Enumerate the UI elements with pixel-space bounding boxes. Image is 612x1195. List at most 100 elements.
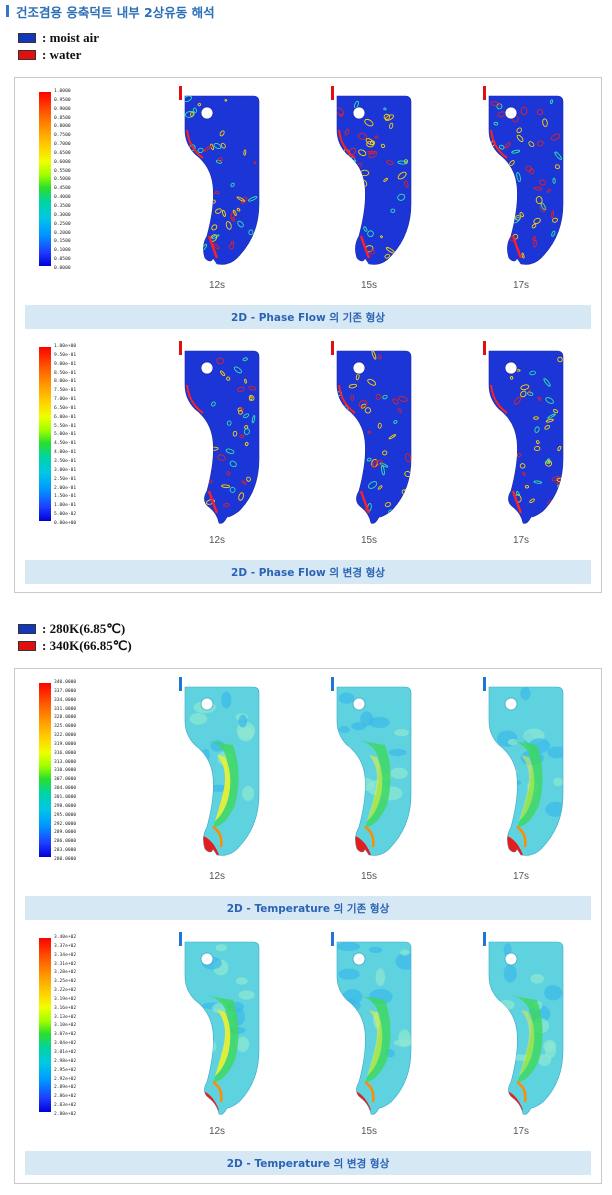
droplet	[519, 463, 526, 469]
color-scale-tick: 0.4500	[54, 186, 71, 192]
color-scale-tick: 298.0000	[54, 803, 77, 809]
color-scale-tick: 3.22e+02	[54, 988, 77, 994]
droplet	[533, 217, 541, 224]
droplet	[216, 357, 225, 365]
phase-legend: : moist air : water	[18, 29, 99, 63]
droplet	[554, 164, 560, 170]
temp-region	[338, 745, 353, 756]
color-scale: 340.0000 337.0000 334.0000 331.0000 328.0000…	[39, 680, 89, 865]
duct-hole	[200, 361, 214, 375]
temp-region	[505, 779, 522, 786]
duct-body	[336, 95, 412, 265]
droplet	[233, 366, 243, 374]
droplet	[230, 216, 236, 222]
droplet	[552, 409, 559, 414]
temp-region	[497, 999, 515, 1010]
droplet	[511, 149, 521, 154]
color-scale-tick: 0.8000	[54, 124, 71, 130]
hot-edge	[364, 825, 375, 848]
color-scale-tick: 331.0000	[54, 706, 77, 712]
droplet	[246, 476, 251, 482]
droplet	[217, 454, 226, 461]
warm-region	[209, 996, 239, 1082]
temp-region	[547, 746, 563, 759]
temp-region	[499, 1039, 517, 1053]
droplet	[338, 459, 346, 467]
droplet	[347, 216, 354, 227]
temperature-field	[496, 943, 563, 1110]
droplet	[551, 230, 556, 237]
droplet	[364, 118, 374, 127]
color-scale-tick: 340.0000	[54, 680, 77, 685]
temp-region	[544, 985, 563, 1001]
color-scale-bar	[39, 683, 51, 857]
color-scale-tick: 1.00e+00	[54, 344, 77, 349]
droplet	[537, 109, 544, 116]
droplet	[211, 224, 218, 231]
color-scale-tick: 3.25e+02	[54, 979, 77, 985]
color-scale-tick: 3.01e+02	[54, 1049, 77, 1055]
temperature-legend: : 280K(6.85℃) : 340K(66.85℃)	[18, 620, 132, 654]
color-scale-tick: 8.50e-01	[54, 370, 77, 376]
droplet	[230, 182, 235, 188]
droplet	[237, 220, 244, 228]
droplet	[348, 383, 358, 389]
droplet	[510, 376, 514, 380]
temp-region	[543, 1040, 556, 1052]
phase-flow-original-row: 1.0000 0.9500 0.9000 0.8500 0.8000 0.7500 0.70…	[25, 86, 591, 336]
color-scale-tick: 286.0000	[54, 839, 77, 845]
water-swatch	[18, 49, 36, 60]
droplet	[197, 147, 204, 154]
color-scale-tick: 3.40e+02	[54, 935, 77, 940]
color-scale-tick: 0.2500	[54, 221, 71, 227]
droplet	[520, 390, 527, 398]
droplet	[521, 252, 525, 259]
color-scale: 1.0000 0.9500 0.9000 0.8500 0.8000 0.7500 0.70…	[39, 89, 89, 274]
droplet	[226, 420, 232, 426]
color-scale-tick: 0.00e+00	[54, 520, 77, 526]
duct-body	[184, 95, 260, 265]
duct-hole	[200, 697, 214, 711]
time-label: 15s	[360, 280, 378, 291]
droplet	[228, 243, 235, 250]
color-scale-tick: 2.50e-01	[54, 476, 77, 482]
temp-region	[342, 989, 363, 1005]
color-scale-tick: 334.0000	[54, 697, 77, 703]
color-scale-labels: 1.00e+00 9.50e-01 9.00e-01 8.50e-01 8.00e-01…	[54, 344, 76, 526]
temp-region	[390, 767, 408, 779]
droplet	[192, 484, 199, 488]
droplet	[534, 426, 540, 433]
simulation-image	[331, 677, 412, 856]
droplet	[546, 458, 551, 464]
droplet	[547, 413, 556, 419]
hot-region	[519, 755, 535, 821]
duct-hole	[504, 697, 518, 711]
droplet	[397, 171, 407, 180]
droplet	[504, 142, 511, 149]
droplet	[494, 418, 501, 424]
color-scale-tick: 304.0000	[54, 786, 77, 792]
temp-region	[496, 1052, 516, 1059]
droplet	[535, 196, 543, 205]
color-scale-tick: 328.0000	[54, 715, 77, 721]
color-scale-tick: 6.00e-01	[54, 414, 77, 420]
simulation-image	[179, 341, 260, 524]
color-scale-tick: 5.00e-02	[54, 512, 77, 518]
droplet	[557, 356, 563, 363]
color-scale-tick: 2.95e+02	[54, 1067, 77, 1073]
hot-region	[367, 1010, 383, 1076]
temp-region	[400, 949, 410, 956]
hot-corner	[199, 835, 219, 855]
color-scale-bar	[39, 347, 51, 521]
duct-hole	[504, 952, 518, 966]
color-scale-labels: 1.0000 0.9500 0.9000 0.8500 0.8000 0.7500 0.70…	[54, 89, 71, 271]
time-label: 15s	[360, 871, 378, 882]
color-scale-tick: 1.50e-01	[54, 494, 77, 500]
droplet	[524, 484, 530, 489]
droplet	[206, 461, 212, 466]
droplet	[496, 103, 503, 110]
time-label: 15s	[360, 535, 378, 546]
duct-body	[336, 941, 412, 1115]
droplet	[507, 183, 511, 187]
droplet	[230, 240, 235, 245]
